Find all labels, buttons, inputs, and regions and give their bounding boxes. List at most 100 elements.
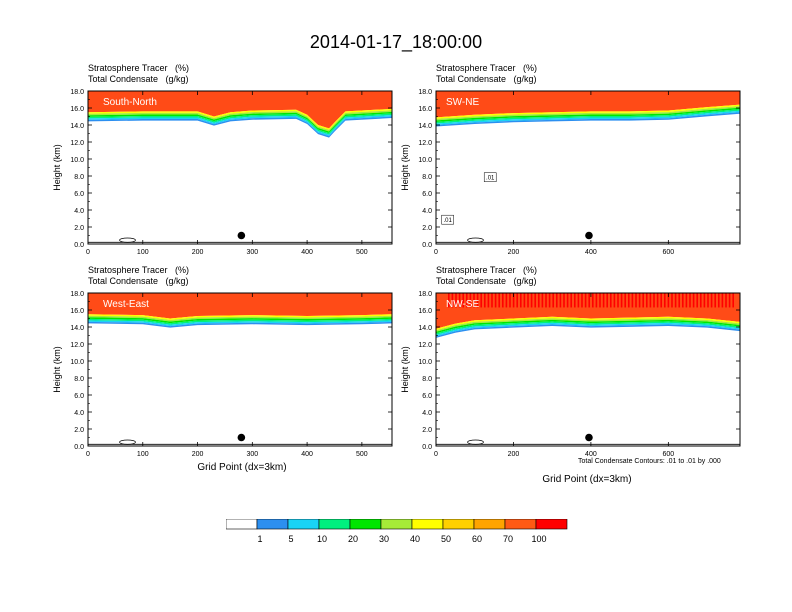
tracer-band (436, 110, 740, 125)
tracer-streak (642, 293, 644, 308)
tracer-streak (714, 293, 716, 308)
tracer-streak (638, 293, 641, 308)
colorbar: 1 5 10 20 30 40 50 60 70 100 (226, 519, 568, 544)
y-tick-label: 12.0 (70, 342, 84, 349)
tracer-band (436, 321, 740, 335)
section-name-nw-se: NW-SE (446, 299, 480, 310)
tracer-streak (541, 293, 544, 308)
tracer-streak (588, 293, 590, 308)
contour-label-box (483, 172, 497, 182)
x-tick-label: 400 (585, 249, 597, 256)
tracer-band (88, 315, 392, 322)
tracer-band (88, 111, 392, 133)
colorbar-swatch (442, 519, 475, 530)
tracer-streak (721, 293, 724, 308)
colorbar-swatch (287, 519, 320, 530)
y-tick-label: 12.0 (418, 140, 432, 147)
tracer-streak (538, 293, 540, 308)
tracer-band (436, 109, 740, 124)
tracer-streak (610, 293, 612, 308)
colorbar-swatch (504, 519, 537, 530)
tracer-streak (707, 293, 709, 308)
x-tick-label: 100 (137, 249, 149, 256)
colorbar-swatch (411, 519, 444, 530)
contour-footnote: Total Condensate Contours: .01 to .01 by… (578, 458, 721, 465)
tracer-streak (451, 293, 454, 308)
tracer-streak (563, 293, 565, 308)
tracer-streak (649, 293, 652, 308)
tracer-streak (527, 293, 529, 308)
tracer-streak (718, 293, 720, 308)
x-tick-label: 500 (356, 249, 368, 256)
contour-label: .01 (486, 176, 495, 182)
location-marker (585, 231, 593, 240)
tracer-streak (595, 293, 598, 308)
y-tick-label: 14.0 (70, 123, 84, 130)
y-tick-label: 8.0 (422, 174, 432, 181)
y-tick-label: 2.0 (422, 427, 432, 434)
tracer-band (436, 106, 740, 121)
location-marker (585, 433, 593, 442)
tracer-streak (631, 293, 634, 308)
tracer-streak (548, 293, 551, 308)
y-tick-label: 10.0 (418, 157, 432, 164)
x-tick-label: 100 (137, 451, 149, 458)
y-tick-label: 12.0 (70, 140, 84, 147)
x-tick-label: 500 (356, 451, 368, 458)
y-axis-label: Height (km) (400, 144, 410, 191)
tracer-streak (646, 293, 648, 308)
tracer-streak (674, 293, 677, 308)
tracer-streak (656, 293, 659, 308)
condensate-contour (467, 237, 484, 243)
x-tick-label: 200 (192, 451, 204, 458)
y-tick-label: 4.0 (422, 410, 432, 417)
tracer-streak (466, 293, 468, 308)
tracer-band (436, 322, 740, 337)
y-tick-label: 16.0 (418, 308, 432, 315)
y-tick-label: 2.0 (74, 427, 84, 434)
tracer-streak (653, 293, 655, 308)
x-tick-label: 300 (246, 451, 258, 458)
tracer-band (88, 314, 392, 321)
y-tick-label: 0.0 (422, 242, 432, 249)
x-tick-label: 0 (86, 249, 90, 256)
condensate-contour (119, 439, 136, 445)
y-tick-label: 6.0 (74, 393, 84, 400)
tracer-streak (505, 293, 508, 308)
tracer-streak (487, 293, 490, 308)
tracer-streak (685, 293, 688, 308)
tracer-streak (660, 293, 662, 308)
y-tick-label: 18.0 (418, 89, 432, 96)
x-tick-label: 600 (663, 249, 675, 256)
tracer-streak (480, 293, 482, 308)
tracer-streak (696, 293, 698, 308)
x-tick-label: 400 (301, 451, 313, 458)
tracer-streak (624, 293, 626, 308)
tracer-band (436, 316, 740, 331)
y-tick-label: 16.0 (70, 106, 84, 113)
cross-section-west-east: 0.0 2.0 4.0 6.0 8.0 10.0 12.0 14.0 16.0 18.0 0 100 2… (52, 291, 393, 458)
tracer-streak (502, 293, 504, 308)
tracer-band (88, 108, 392, 130)
tracer-streak (592, 293, 594, 308)
x-tick-label: 400 (301, 249, 313, 256)
tracer-streak (523, 293, 526, 308)
y-tick-label: 8.0 (422, 376, 432, 383)
condensate-contour (467, 439, 484, 445)
tracer-streak (530, 293, 533, 308)
tracer-band (88, 321, 392, 328)
x-tick-label: 0 (434, 249, 438, 256)
panel-header-2: Stratosphere Tracer (%) Total Condensate… (436, 63, 538, 84)
colorbar-swatch (349, 519, 382, 530)
tracer-streak (577, 293, 580, 308)
tracer-streak (498, 293, 500, 308)
tracer-band (88, 114, 392, 137)
tracer-streak (559, 293, 562, 308)
tracer-band (88, 110, 392, 132)
colorbar-swatch (318, 519, 351, 530)
tracer-streak (516, 293, 518, 308)
tracer-band (88, 318, 392, 325)
panel-header-1: Stratosphere Tracer (%) Total Condensate… (88, 63, 190, 84)
tracer-streak (617, 293, 619, 308)
y-tick-label: 6.0 (74, 191, 84, 198)
